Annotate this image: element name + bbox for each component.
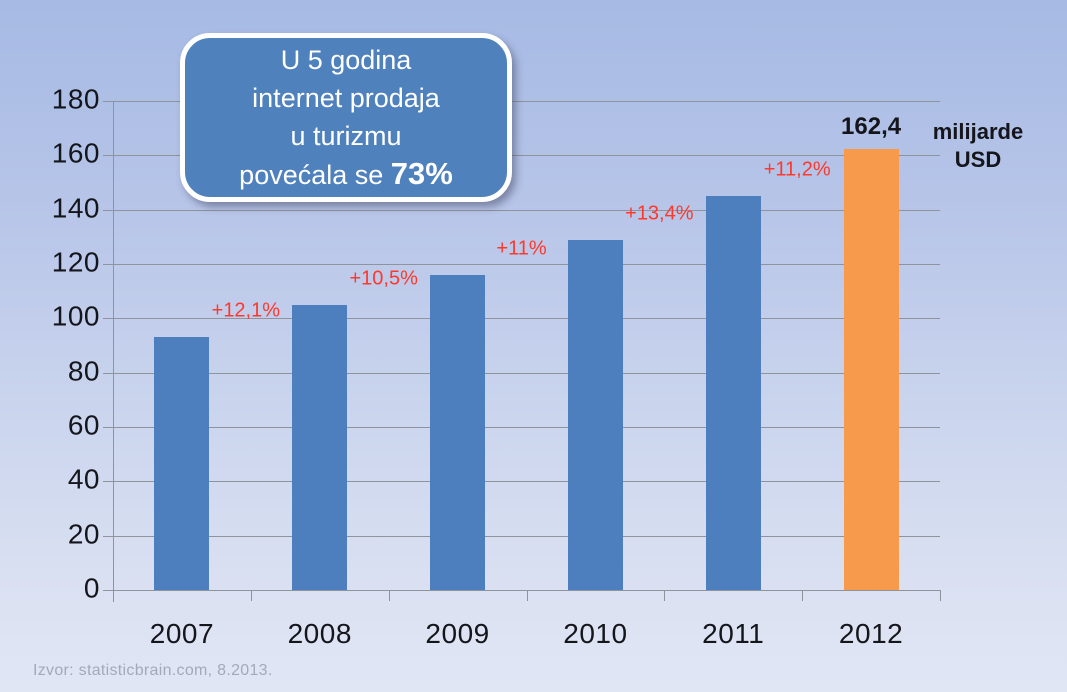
y-tick-label-0: 0 [83, 572, 100, 604]
growth-label-2009: +10,5% [349, 267, 418, 290]
x-tick-label-2008: 2008 [287, 618, 352, 649]
callout-line-2: internet prodaja [252, 83, 440, 113]
gridline-100 [113, 318, 940, 320]
callout-box: U 5 godina internet prodaja u turizmu po… [180, 33, 512, 202]
bar-2007 [154, 337, 210, 590]
source-citation: Izvor: statisticbrain.com, 8.2013. [33, 662, 273, 679]
x-axis-tick-2 [388, 590, 390, 601]
y-tick-label-120: 120 [51, 246, 100, 278]
x-axis-tick-6 [940, 590, 941, 601]
y-axis-tick-140 [103, 209, 113, 211]
bar-2012 [843, 148, 899, 590]
y-tick-label-20: 20 [67, 518, 100, 550]
growth-label-2008: +12,1% [211, 299, 281, 322]
y-tick-label-180: 180 [51, 83, 100, 115]
y-axis-tick-60 [103, 427, 113, 428]
gridline-120 [113, 264, 940, 265]
axis-unit-label-line2: USD [954, 147, 1002, 172]
y-axis-tick-180 [103, 101, 113, 102]
y-axis-tick-120 [103, 264, 113, 265]
y-axis-tick-100 [103, 318, 113, 320]
bar-2009 [430, 274, 486, 590]
callout-line-3: u turizmu [290, 121, 402, 151]
x-axis-tick-4 [664, 590, 666, 601]
gridline-80 [113, 372, 940, 374]
gridline-180 [113, 101, 940, 102]
axis-unit-label-line1: milijarde [932, 119, 1024, 144]
gridline-140 [113, 209, 940, 211]
axis-unit-label: milijarde USD [928, 118, 1028, 174]
growth-label-2011: +13,4% [625, 202, 694, 225]
x-axis-tick-1 [250, 590, 252, 601]
x-tick-label-2007: 2007 [149, 618, 215, 649]
bar-2008 [292, 304, 348, 590]
growth-label-2012: +11,2% [763, 158, 831, 181]
y-axis-line [113, 101, 114, 602]
callout-line-4-text: povećala se [239, 160, 391, 190]
y-tick-label-140: 140 [51, 192, 100, 224]
x-axis-tick-5 [802, 590, 804, 601]
x-axis-tick-3 [526, 590, 528, 601]
y-tick-label-60: 60 [67, 409, 100, 441]
value-label-2012: 162,4 [841, 112, 902, 140]
callout-line-4: povećala se 73% [239, 155, 453, 194]
gridline-60 [113, 427, 940, 428]
y-tick-label-40: 40 [67, 464, 100, 496]
callout-percent-highlight: 73% [390, 156, 453, 191]
x-tick-label-2012: 2012 [838, 618, 904, 649]
y-tick-label-160: 160 [51, 138, 100, 170]
callout-line-1: U 5 godina [280, 45, 412, 75]
gridline-40 [113, 481, 940, 483]
gridline-160 [113, 155, 940, 157]
x-axis-tick-0 [113, 590, 114, 601]
y-tick-label-80: 80 [67, 355, 100, 387]
x-tick-label-2011: 2011 [702, 618, 765, 649]
x-tick-label-2010: 2010 [563, 618, 628, 649]
y-tick-label-100: 100 [51, 301, 100, 333]
y-axis-tick-20 [103, 535, 113, 537]
bar-2011 [705, 196, 761, 590]
y-axis-tick-40 [103, 481, 113, 483]
gridline-20 [113, 535, 940, 537]
y-axis-tick-0 [103, 590, 113, 591]
growth-label-2010: +11% [496, 237, 547, 260]
bar-2010 [567, 239, 623, 590]
y-axis-tick-80 [103, 372, 113, 374]
y-axis-tick-160 [103, 155, 113, 157]
x-tick-label-2009: 2009 [425, 618, 490, 649]
